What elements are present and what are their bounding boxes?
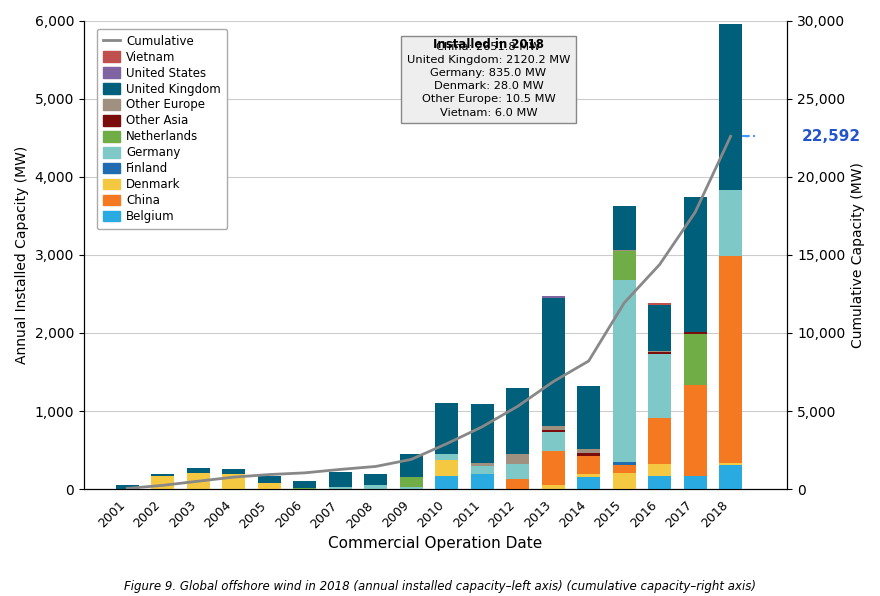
Bar <box>649 464 671 476</box>
Bar <box>506 454 529 464</box>
Bar <box>612 462 635 465</box>
Bar <box>542 451 565 485</box>
Bar <box>612 465 635 473</box>
Bar <box>542 430 565 432</box>
Bar <box>719 463 742 465</box>
Bar <box>612 280 635 462</box>
Bar <box>577 449 600 454</box>
Bar <box>258 483 281 489</box>
Bar <box>471 465 494 474</box>
Bar <box>400 454 422 477</box>
Bar <box>400 487 422 489</box>
Bar <box>612 251 635 280</box>
Bar <box>364 474 387 485</box>
Bar <box>649 305 671 350</box>
X-axis label: Commercial Operation Date: Commercial Operation Date <box>328 536 543 551</box>
Bar <box>436 460 458 476</box>
Bar <box>612 206 635 250</box>
Bar <box>187 468 209 473</box>
Bar <box>258 476 281 483</box>
Bar <box>649 354 671 418</box>
Bar <box>187 473 209 489</box>
Bar <box>577 386 600 449</box>
Bar <box>542 298 565 426</box>
Bar <box>719 190 742 191</box>
Bar <box>684 476 707 489</box>
Bar <box>436 476 458 489</box>
Bar <box>649 352 671 354</box>
Y-axis label: Cumulative Capacity (MW): Cumulative Capacity (MW) <box>851 162 865 348</box>
Bar <box>293 488 316 489</box>
Bar <box>542 426 565 430</box>
Bar <box>223 474 246 489</box>
Bar <box>684 332 707 334</box>
Bar <box>649 476 671 489</box>
Bar <box>612 250 635 251</box>
Text: Figure 9. Global offshore wind in 2018 (annual installed capacity–left axis) (cu: Figure 9. Global offshore wind in 2018 (… <box>124 580 756 593</box>
Bar <box>684 197 707 332</box>
Bar <box>400 477 422 487</box>
Bar <box>293 481 316 488</box>
Bar <box>116 485 139 489</box>
Bar <box>577 456 600 474</box>
Bar <box>542 485 565 489</box>
Text: 22,592: 22,592 <box>802 129 861 144</box>
Y-axis label: Annual Installed Capacity (MW): Annual Installed Capacity (MW) <box>15 145 29 364</box>
Bar <box>151 476 174 489</box>
Bar <box>649 418 671 464</box>
Bar <box>223 469 246 474</box>
Bar <box>542 432 565 451</box>
Legend: Cumulative, Vietnam, United States, United Kingdom, Other Europe, Other Asia, Ne: Cumulative, Vietnam, United States, Unit… <box>97 29 227 229</box>
Bar <box>436 403 458 454</box>
Bar <box>364 485 387 489</box>
Bar <box>612 473 635 489</box>
Bar <box>506 387 529 454</box>
Bar <box>506 464 529 479</box>
Bar <box>329 488 352 489</box>
Bar <box>471 474 494 489</box>
Bar <box>719 191 742 256</box>
Bar <box>471 405 494 463</box>
Bar <box>436 454 458 460</box>
Bar <box>577 474 600 477</box>
Bar <box>649 350 671 352</box>
Text: Installed in 2018: Installed in 2018 <box>433 38 544 51</box>
Bar <box>719 24 742 190</box>
Bar <box>684 334 707 386</box>
Bar <box>719 465 742 489</box>
Bar <box>684 386 707 476</box>
Bar <box>719 256 742 463</box>
Bar <box>471 463 494 465</box>
Bar <box>151 474 174 476</box>
Bar <box>577 477 600 489</box>
Text: China: 2651.8 MW
United Kingdom: 2120.2 MW
Germany: 835.0 MW
Denmark: 28.0 MW
Ot: China: 2651.8 MW United Kingdom: 2120.2 … <box>407 42 570 117</box>
Bar <box>577 454 600 456</box>
Bar <box>542 296 565 298</box>
Bar <box>649 303 671 305</box>
Bar <box>506 479 529 489</box>
Bar <box>329 472 352 488</box>
